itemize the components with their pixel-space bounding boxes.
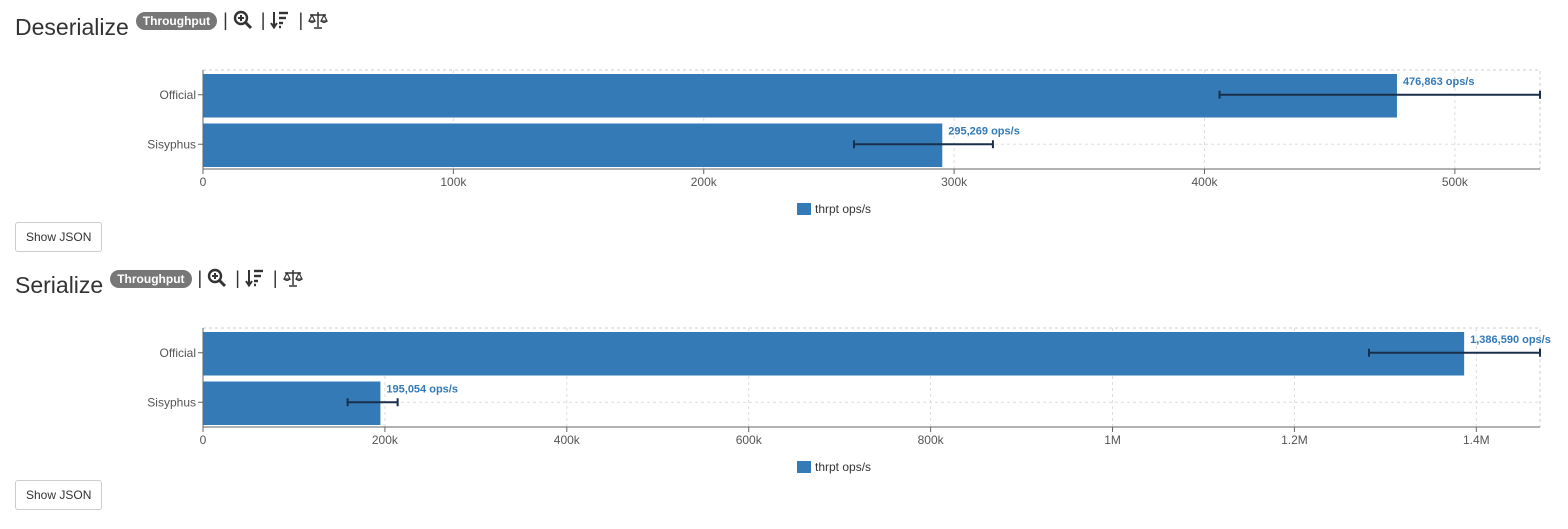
x-tick-label: 400k — [554, 433, 581, 447]
mode-badge: Throughput — [135, 12, 218, 30]
sort-descending-icon[interactable] — [270, 10, 292, 32]
legend-label: thrpt ops/s — [815, 202, 872, 216]
category-label: Sisyphus — [147, 137, 196, 151]
x-tick-label: 0 — [200, 175, 207, 189]
x-tick-label: 1M — [1104, 433, 1121, 447]
section-title: Deserialize — [15, 14, 129, 40]
serialize-header: Serialize Throughput | | | — [15, 258, 305, 298]
scale-balance-icon[interactable] — [282, 268, 305, 290]
mode-badge: Throughput — [110, 270, 192, 288]
x-tick-label: 600k — [736, 433, 763, 447]
scale-balance-icon[interactable] — [308, 10, 330, 32]
x-tick-label: 0 — [200, 433, 207, 447]
x-tick-label: 100k — [440, 175, 467, 189]
legend-swatch — [797, 203, 811, 215]
show-json-button[interactable]: Show JSON — [15, 222, 103, 252]
separator: | — [298, 10, 304, 30]
data-label: 1,386,590 ops/s — [1470, 334, 1551, 346]
x-tick-label: 300k — [941, 175, 968, 189]
legend-swatch — [797, 461, 811, 473]
separator: | — [235, 268, 240, 288]
show-json-button[interactable]: Show JSON — [15, 480, 103, 510]
x-tick-label: 200k — [691, 175, 718, 189]
zoom-in-icon[interactable] — [207, 268, 229, 290]
sort-descending-icon[interactable] — [245, 268, 267, 290]
chart-legend: thrpt ops/s — [797, 460, 871, 474]
x-tick-label: 1.2M — [1281, 433, 1308, 447]
chart-legend: thrpt ops/s — [797, 202, 871, 216]
x-tick-label: 1.4M — [1463, 433, 1490, 447]
legend-label: thrpt ops/s — [815, 460, 872, 474]
section-title: Serialize — [15, 272, 104, 298]
deserialize-chart: 0 100k 200k 300k 400k 500k Official Sisyphus 476… — [147, 69, 1541, 189]
data-label: 476,863 ops/s — [1403, 76, 1475, 88]
data-label: 195,054 ops/s — [386, 384, 458, 396]
serialize-chart: 0 200k 400k 600k 800k 1M 1.2M 1.4M Official Sisyp… — [147, 327, 1551, 447]
x-tick-label: 800k — [918, 433, 945, 447]
x-tick-label: 200k — [372, 433, 399, 447]
data-label: 295,269 ops/s — [948, 126, 1020, 138]
serialize-section: Serialize Throughput | | | 0 200k 400k 600k… — [0, 258, 1568, 529]
bar-official — [203, 332, 1465, 376]
x-tick-label: 400k — [1191, 175, 1218, 189]
zoom-in-icon[interactable] — [233, 10, 255, 32]
deserialize-section: Deserialize Throughput | | | 0 100k 200k 30… — [0, 0, 1568, 258]
separator: | — [272, 268, 278, 288]
x-tick-label: 500k — [1442, 175, 1469, 189]
category-label: Official — [160, 88, 196, 102]
bar-official — [203, 74, 1397, 118]
separator: | — [223, 10, 228, 30]
category-label: Official — [160, 346, 196, 360]
separator: | — [197, 268, 203, 288]
category-label: Sisyphus — [147, 395, 196, 409]
separator: | — [260, 10, 266, 30]
deserialize-header: Deserialize Throughput | | | — [15, 0, 330, 40]
bar-sisyphus — [203, 123, 943, 167]
